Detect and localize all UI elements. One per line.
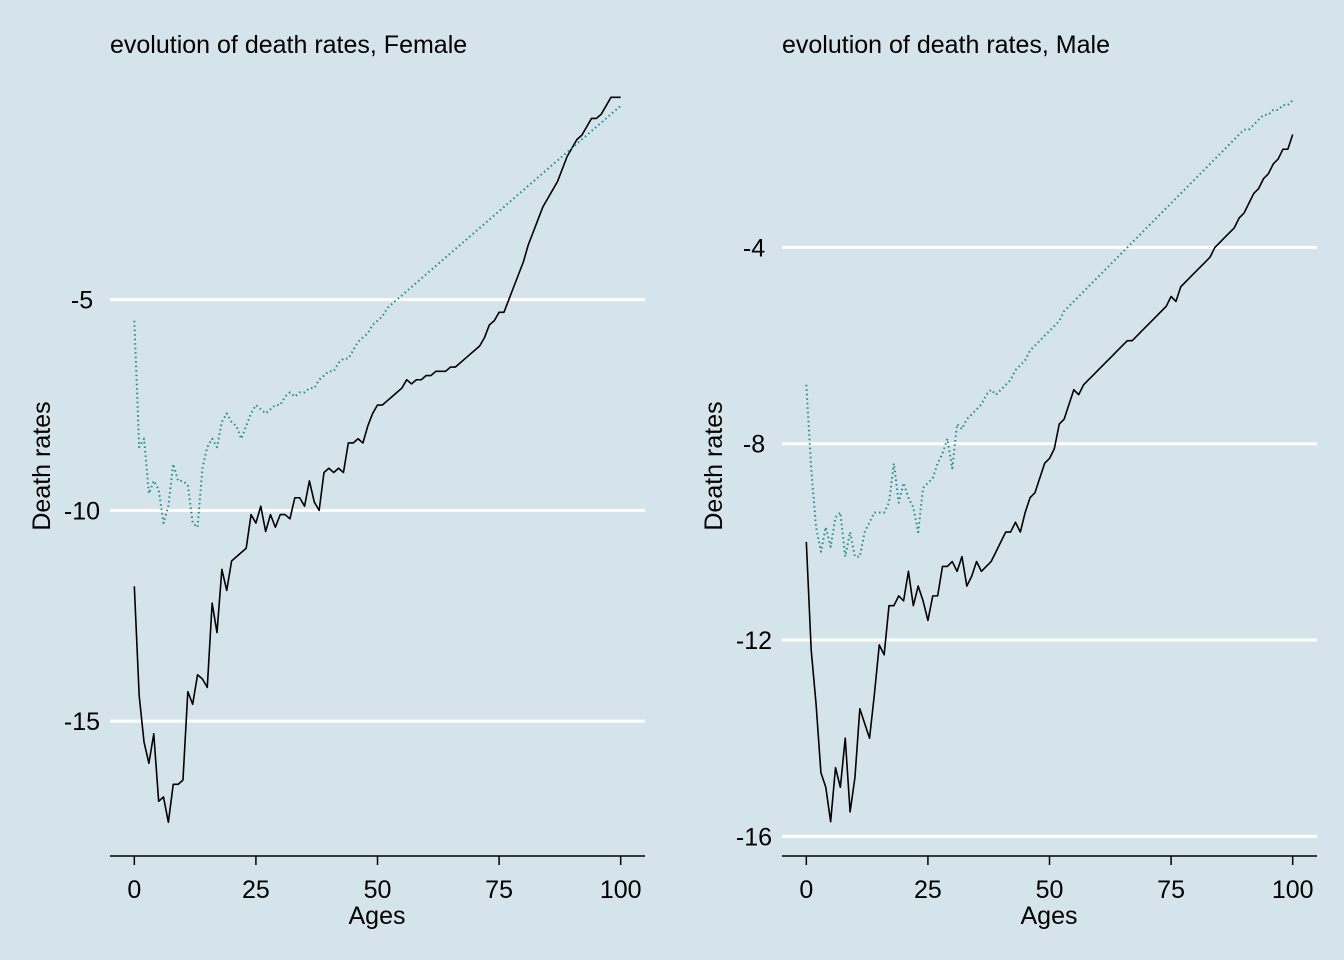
series-lines xyxy=(133,96,622,824)
panel-title: evolution of death rates, Female xyxy=(110,31,467,59)
gridlines xyxy=(782,245,1317,838)
y-tick-labels: -16 -12 -8 -4 xyxy=(736,234,772,851)
y-tick-label: -12 xyxy=(736,627,772,655)
y-tick-label: -10 xyxy=(64,497,100,525)
panel-female: evolution of death rates, Female -15-10-… xyxy=(28,31,645,930)
y-tick-label: -4 xyxy=(743,234,765,262)
panel-title: evolution of death rates, Male xyxy=(782,31,1110,59)
x-tick-label: 50 xyxy=(364,876,392,904)
x-tick-label: 25 xyxy=(242,876,270,904)
x-axis: 0 25 50 75 100 xyxy=(782,855,1317,904)
y-tick-label: -16 xyxy=(736,823,772,851)
x-tick-label: 50 xyxy=(1036,876,1064,904)
gridlines xyxy=(110,298,645,723)
x-tick-label: 100 xyxy=(1272,876,1314,904)
y-tick-labels: -15 -10 -5 xyxy=(64,287,100,736)
series-line-solid xyxy=(805,134,1294,823)
x-tick-label: 75 xyxy=(485,876,513,904)
series-line-dotted xyxy=(805,99,1294,558)
x-tick-label: 25 xyxy=(914,876,942,904)
y-tick-label: -15 xyxy=(64,708,100,736)
series-line-dotted xyxy=(133,105,622,529)
y-tick-label: -8 xyxy=(743,431,765,459)
x-tick-label: 0 xyxy=(127,876,141,904)
x-tick-label: 0 xyxy=(799,876,813,904)
y-axis-label: Death rates xyxy=(28,401,56,530)
x-tick-label: 75 xyxy=(1157,876,1185,904)
x-axis-label: Ages xyxy=(349,902,406,930)
x-tick-label: 100 xyxy=(600,876,642,904)
panel-male: evolution of death rates, Male -16-12-8-… xyxy=(700,31,1317,930)
series-line-solid xyxy=(133,96,621,824)
x-axis: 0 25 50 75 100 xyxy=(110,855,645,904)
series-lines xyxy=(805,99,1294,823)
x-axis-label: Ages xyxy=(1021,902,1078,930)
y-axis-label: Death rates xyxy=(700,401,728,530)
y-tick-label: -5 xyxy=(71,287,93,315)
